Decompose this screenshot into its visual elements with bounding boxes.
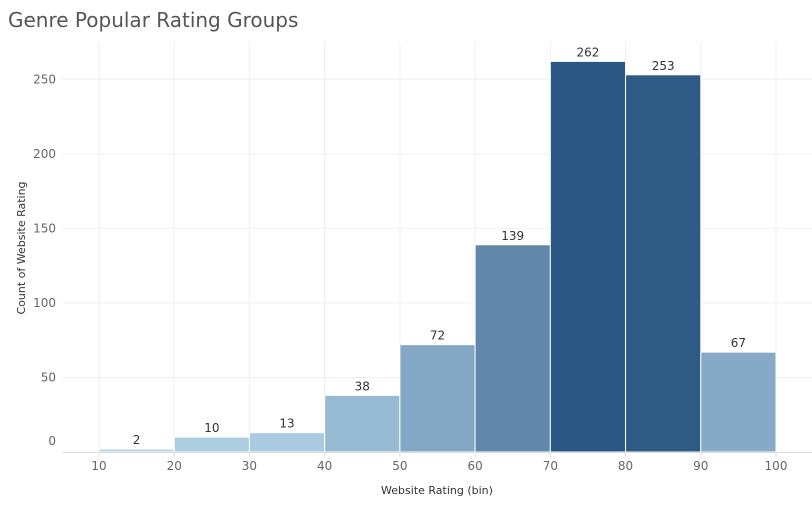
bars (98, 60, 777, 453)
y-tick-label: 250 (33, 72, 56, 86)
y-tick-label: 0 (48, 434, 56, 448)
y-tick-label: 200 (33, 147, 56, 161)
bar[interactable] (474, 244, 551, 453)
x-tick-label: 70 (543, 459, 558, 473)
bar-labels: 2 10 13 38 72 139 262 253 67 (133, 45, 746, 447)
bar[interactable] (248, 432, 326, 453)
x-tick-label: 80 (618, 459, 633, 473)
y-axis-label: Count of Website Rating (15, 181, 28, 314)
y-tick-label: 50 (41, 370, 56, 384)
bar-value-label: 2 (133, 433, 141, 447)
bar-value-label: 72 (430, 329, 445, 343)
bar[interactable] (173, 436, 250, 453)
bar[interactable] (399, 344, 476, 453)
bar[interactable] (700, 351, 777, 453)
bar-value-label: 10 (204, 421, 219, 435)
chart-title: Genre Popular Rating Groups (8, 8, 299, 32)
x-axis-ticks: 10 20 30 40 50 60 70 80 90 100 (91, 452, 787, 473)
bar-value-label: 262 (576, 45, 599, 59)
bar-value-label: 13 (279, 417, 294, 431)
x-tick-label: 60 (467, 459, 482, 473)
x-tick-label: 10 (91, 459, 106, 473)
x-axis-label: Website Rating (bin) (381, 484, 493, 497)
x-tick-label: 20 (167, 459, 182, 473)
bar-value-label: 38 (355, 379, 370, 393)
bar-value-label: 67 (731, 336, 746, 350)
y-tick-label: 100 (33, 296, 56, 310)
y-tick-label: 150 (33, 221, 56, 235)
x-tick-label: 90 (693, 459, 708, 473)
y-axis-ticks: 0 50 100 150 200 250 (33, 72, 56, 448)
x-tick-label: 30 (242, 459, 257, 473)
x-tick-label: 50 (392, 459, 407, 473)
bar-value-label: 253 (652, 59, 675, 73)
x-tick-label: 40 (317, 459, 332, 473)
bar[interactable] (625, 74, 702, 453)
bar[interactable] (549, 60, 627, 453)
x-tick-label: 100 (765, 459, 788, 473)
bar-value-label: 139 (501, 229, 524, 243)
bar[interactable] (324, 394, 401, 453)
bar[interactable] (98, 448, 175, 453)
